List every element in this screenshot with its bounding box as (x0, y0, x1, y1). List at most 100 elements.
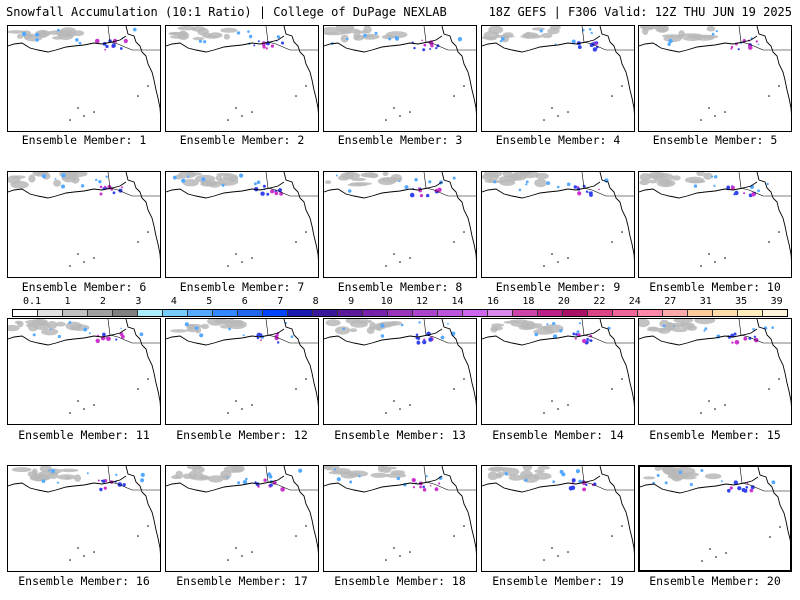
map-svg (639, 172, 791, 267)
ensemble-member-label: Ensemble Member: 8 (337, 280, 463, 294)
ensemble-map-panel (638, 171, 792, 278)
map-svg (324, 466, 476, 561)
map-svg (166, 466, 318, 561)
legend-swatch (163, 310, 188, 316)
legend-swatch (738, 310, 763, 316)
ensemble-map-panel (638, 465, 792, 572)
ensemble-member-label: Ensemble Member: 13 (334, 428, 466, 442)
legend-label: 16 (486, 296, 499, 307)
legend-swatch (288, 310, 313, 316)
legend-swatch (588, 310, 613, 316)
map-svg (166, 172, 318, 267)
map-svg (8, 172, 160, 267)
legend-label: 12 (416, 296, 429, 307)
ensemble-member-label: Ensemble Member: 14 (492, 428, 624, 442)
ensemble-map-panel (481, 25, 635, 132)
ensemble-map-panel (165, 25, 319, 132)
legend-label: 4 (170, 296, 177, 307)
legend-swatch (38, 310, 63, 316)
legend-swatch (563, 310, 588, 316)
legend-swatch (538, 310, 563, 316)
ensemble-member-label: Ensemble Member: 6 (21, 280, 147, 294)
legend-labels: 0.1 1 2 3 4 5 6 7 8 9 10 12 14 16 18 20 22 24 27 31 35 39 (12, 296, 788, 308)
ensemble-member-label: Ensemble Member: 5 (652, 133, 778, 147)
ensemble-map-panel (7, 318, 161, 425)
legend-swatch (188, 310, 213, 316)
ensemble-map-panel (165, 171, 319, 278)
ensemble-member-label: Ensemble Member: 3 (337, 133, 463, 147)
legend-swatch (638, 310, 663, 316)
legend-swatch (263, 310, 288, 316)
ensemble-member-label: Ensemble Member: 18 (334, 574, 466, 588)
map-svg (482, 26, 634, 121)
legend-swatch (313, 310, 338, 316)
legend-label: 7 (277, 296, 284, 307)
legend-swatch (388, 310, 413, 316)
ensemble-map-panel (323, 465, 477, 572)
ensemble-map-panel (165, 465, 319, 572)
legend-swatch (338, 310, 363, 316)
legend-label: 0.1 (22, 296, 42, 307)
ensemble-map-panel (481, 318, 635, 425)
legend-label: 18 (522, 296, 535, 307)
legend-label: 9 (348, 296, 355, 307)
map-svg (8, 319, 160, 414)
legend-swatch (438, 310, 463, 316)
map-svg (639, 319, 791, 414)
ensemble-member-label: Ensemble Member: 16 (18, 574, 150, 588)
legend-label: 35 (735, 296, 748, 307)
ensemble-member-label: Ensemble Member: 12 (176, 428, 308, 442)
legend-label: 39 (770, 296, 783, 307)
map-svg (482, 319, 634, 414)
map-svg (482, 466, 634, 561)
legend-label: 3 (135, 296, 142, 307)
map-svg (482, 172, 634, 267)
ensemble-member-label: Ensemble Member: 1 (21, 133, 147, 147)
ensemble-member-label: Ensemble Member: 4 (495, 133, 621, 147)
map-svg (166, 26, 318, 121)
legend-label: 8 (312, 296, 319, 307)
ensemble-member-label: Ensemble Member: 17 (176, 574, 308, 588)
legend-label: 27 (664, 296, 677, 307)
legend-label: 20 (557, 296, 570, 307)
legend-swatch (138, 310, 163, 316)
legend-swatch (88, 310, 113, 316)
legend-label: 2 (99, 296, 106, 307)
legend-label: 22 (593, 296, 606, 307)
ensemble-map-panel (7, 465, 161, 572)
legend-swatch (13, 310, 38, 316)
ensemble-member-label: Ensemble Member: 11 (18, 428, 150, 442)
ensemble-map-panel (481, 465, 635, 572)
legend-swatch (363, 310, 388, 316)
ensemble-map-panel (638, 318, 792, 425)
ensemble-member-label: Ensemble Member: 9 (495, 280, 621, 294)
legend-label: 5 (206, 296, 213, 307)
map-svg (324, 26, 476, 121)
legend-swatch (213, 310, 238, 316)
ensemble-map-panel (165, 318, 319, 425)
legend-swatch (663, 310, 688, 316)
ensemble-member-label: Ensemble Member: 10 (649, 280, 781, 294)
ensemble-member-label: Ensemble Member: 7 (179, 280, 305, 294)
legend-label: 6 (241, 296, 248, 307)
legend-label: 1 (64, 296, 71, 307)
ensemble-member-label: Ensemble Member: 19 (492, 574, 624, 588)
map-svg (324, 172, 476, 267)
ensemble-map-panel (323, 25, 477, 132)
map-svg (639, 26, 791, 121)
legend-swatch (63, 310, 88, 316)
ensemble-member-label: Ensemble Member: 20 (649, 574, 781, 588)
legend-swatch (238, 310, 263, 316)
legend-swatch (113, 310, 138, 316)
map-svg (8, 466, 160, 561)
legend-label: 10 (380, 296, 393, 307)
legend-swatch (413, 310, 438, 316)
legend-swatch (513, 310, 538, 316)
legend-swatch (463, 310, 488, 316)
ensemble-map-panel (7, 25, 161, 132)
legend-swatch (613, 310, 638, 316)
map-svg (640, 467, 790, 562)
ensemble-map-panel (481, 171, 635, 278)
ensemble-member-label: Ensemble Member: 2 (179, 133, 305, 147)
legend-swatch (713, 310, 738, 316)
